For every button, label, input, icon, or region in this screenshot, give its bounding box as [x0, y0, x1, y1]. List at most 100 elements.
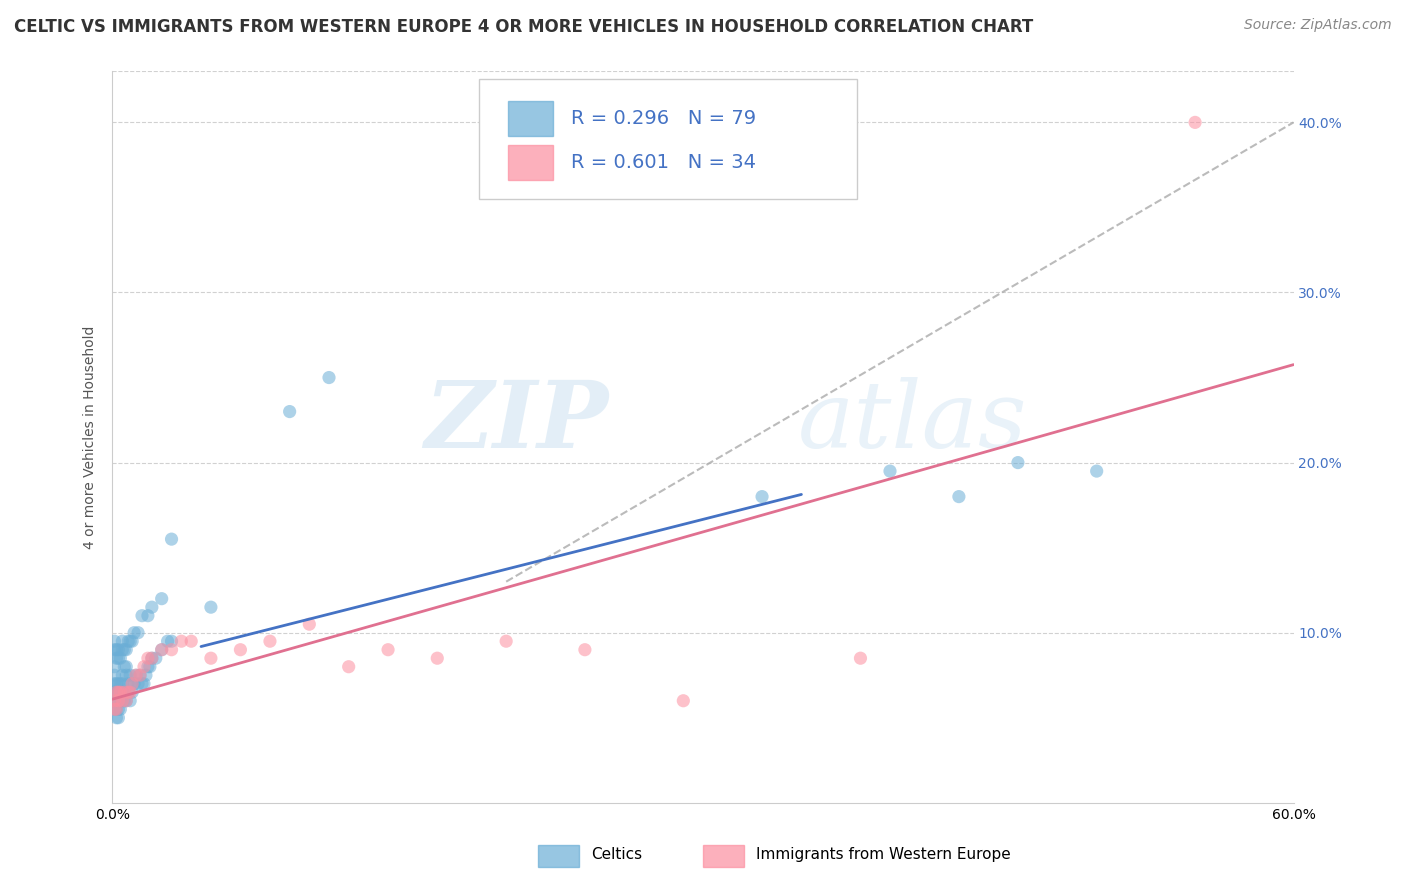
Point: [377, 642, 399, 657]
Point: [132, 659, 155, 673]
Point: [127, 677, 149, 691]
Point: [103, 694, 125, 708]
Point: [150, 642, 173, 657]
Point: [131, 608, 153, 623]
Point: [107, 702, 129, 716]
Point: [120, 694, 142, 708]
Point: [103, 677, 125, 691]
Point: [105, 702, 128, 716]
Point: [117, 685, 139, 699]
Point: [229, 642, 252, 657]
Text: R = 0.296   N = 79: R = 0.296 N = 79: [571, 110, 756, 128]
Point: [110, 651, 132, 665]
Point: [112, 694, 135, 708]
Point: [120, 668, 142, 682]
Point: [150, 642, 173, 657]
Point: [200, 600, 222, 615]
Point: [136, 659, 159, 673]
Point: [115, 668, 138, 682]
Point: [103, 642, 125, 657]
Point: [200, 651, 222, 665]
Point: [111, 685, 134, 699]
Text: CELTIC VS IMMIGRANTS FROM WESTERN EUROPE 4 OR MORE VEHICLES IN HOUSEHOLD CORRELA: CELTIC VS IMMIGRANTS FROM WESTERN EUROPE…: [14, 18, 1033, 36]
Text: Celtics: Celtics: [591, 847, 643, 862]
Point: [495, 634, 517, 648]
Point: [103, 702, 125, 716]
Point: [135, 668, 157, 682]
Point: [105, 685, 128, 699]
Point: [105, 694, 128, 708]
Point: [574, 642, 596, 657]
Point: [107, 651, 129, 665]
Point: [121, 677, 143, 691]
Point: [751, 490, 773, 504]
Point: [105, 711, 128, 725]
Point: [129, 668, 152, 682]
Point: [120, 685, 142, 699]
Point: [160, 642, 183, 657]
Point: [112, 642, 135, 657]
Point: [948, 490, 970, 504]
Point: [107, 685, 129, 699]
Point: [160, 634, 183, 648]
Point: [117, 634, 139, 648]
Point: [136, 651, 159, 665]
Point: [103, 659, 125, 673]
Point: [125, 668, 148, 682]
Point: [117, 677, 139, 691]
Point: [1085, 464, 1108, 478]
Point: [112, 685, 135, 699]
Point: [105, 651, 128, 665]
Point: [115, 694, 138, 708]
Text: R = 0.601   N = 34: R = 0.601 N = 34: [571, 153, 755, 172]
Point: [136, 608, 159, 623]
Y-axis label: 4 or more Vehicles in Household: 4 or more Vehicles in Household: [83, 326, 97, 549]
Point: [111, 694, 134, 708]
Point: [849, 651, 872, 665]
Point: [129, 668, 152, 682]
Point: [105, 677, 128, 691]
Point: [160, 532, 183, 546]
Point: [112, 659, 135, 673]
Point: [318, 370, 340, 384]
Point: [107, 694, 129, 708]
Point: [111, 694, 134, 708]
Point: [127, 625, 149, 640]
Point: [115, 659, 138, 673]
Bar: [703, 846, 744, 867]
Point: [110, 694, 132, 708]
Point: [111, 677, 134, 691]
Point: [278, 404, 301, 418]
Point: [121, 685, 143, 699]
Point: [110, 702, 132, 716]
Point: [107, 677, 129, 691]
Text: atlas: atlas: [797, 377, 1026, 467]
Point: [115, 642, 138, 657]
Point: [111, 668, 134, 682]
Point: [121, 677, 143, 691]
Point: [103, 634, 125, 648]
Point: [170, 634, 193, 648]
Point: [107, 694, 129, 708]
Point: [107, 685, 129, 699]
Bar: [508, 102, 553, 136]
Point: [131, 677, 153, 691]
Bar: [508, 145, 553, 180]
Point: [145, 651, 167, 665]
Point: [156, 634, 179, 648]
Point: [105, 702, 128, 716]
Point: [122, 625, 145, 640]
Point: [1184, 115, 1206, 129]
Point: [259, 634, 281, 648]
Text: Immigrants from Western Europe: Immigrants from Western Europe: [756, 847, 1011, 862]
FancyBboxPatch shape: [478, 78, 856, 200]
Point: [115, 694, 138, 708]
Bar: [537, 846, 579, 867]
Point: [879, 464, 901, 478]
Point: [110, 685, 132, 699]
Point: [121, 634, 143, 648]
Point: [103, 685, 125, 699]
Point: [298, 617, 321, 632]
Point: [111, 642, 134, 657]
Point: [139, 659, 162, 673]
